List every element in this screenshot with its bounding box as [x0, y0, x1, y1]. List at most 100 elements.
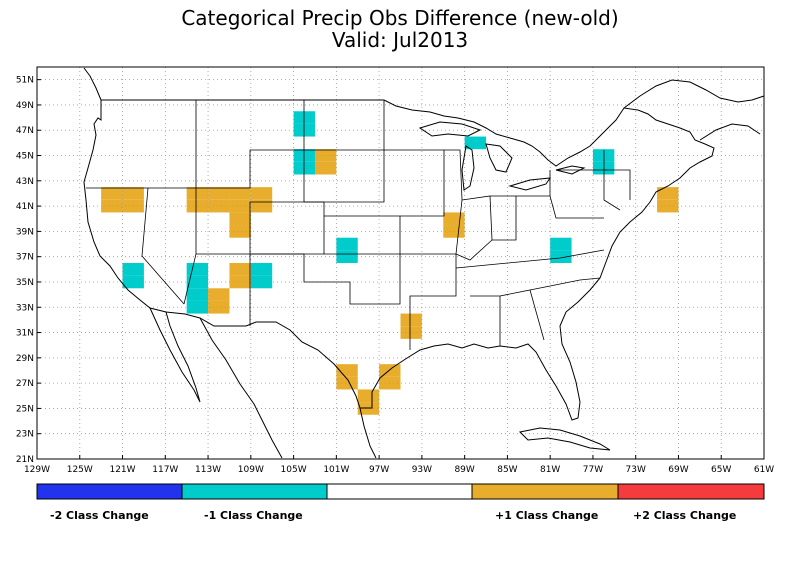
- legend-colorbar: [36, 483, 765, 500]
- grid-cell: [229, 263, 251, 276]
- lon-tick-label: 129W: [24, 465, 50, 475]
- legend-label-plus1: +1 Class Change: [495, 509, 598, 522]
- legend-swatch-minus1: [181, 483, 328, 500]
- grid-cell: [443, 212, 465, 226]
- mexico-coast: [199, 317, 283, 459]
- nova-scotia: [699, 123, 761, 141]
- state-line: [304, 100, 385, 151]
- lat-tick-label: 25N: [16, 404, 34, 414]
- state-line: [303, 150, 385, 203]
- grid-cell: [229, 187, 251, 200]
- legend-labels: -2 Class Change -1 Class Change +1 Class…: [50, 509, 736, 522]
- lat-tick-label: 27N: [16, 379, 34, 389]
- state-line: [444, 149, 463, 255]
- map-title: Categorical Precip Obs Difference (new-o…: [181, 6, 619, 30]
- legend-swatch-plus2: [617, 483, 765, 500]
- legend-swatch-plus1: [471, 483, 619, 500]
- grid-cell: [657, 187, 679, 200]
- lat-tick-label: 29N: [16, 354, 34, 364]
- gulf-coast-mexico: [359, 407, 377, 459]
- lon-tick-label: 93W: [412, 465, 432, 475]
- state-line: [384, 149, 445, 217]
- lat-tick-label: 31N: [16, 329, 34, 339]
- grid-cell: [379, 364, 401, 377]
- legend-swatch-minus2: [36, 483, 183, 500]
- grid-cell: [229, 275, 251, 289]
- lon-tick-label: 113W: [195, 465, 221, 475]
- cuba: [518, 427, 611, 451]
- lon-tick-label: 117W: [152, 465, 178, 475]
- legend-label-minus2: -2 Class Change: [50, 509, 149, 522]
- lake-michigan: [461, 145, 475, 191]
- state-line: [529, 277, 601, 291]
- legend-label-minus1: -1 Class Change: [204, 509, 303, 522]
- lon-tick-label: 105W: [281, 465, 307, 475]
- state-line: [470, 295, 501, 346]
- lat-tick-label: 43N: [16, 177, 34, 187]
- grid-cell: [250, 187, 273, 200]
- lon-tick-label: 65W: [711, 465, 731, 475]
- lon-tick-label: 97W: [369, 465, 389, 475]
- grid-cell: [314, 161, 337, 175]
- us-outline: [83, 67, 765, 459]
- lake-erie: [508, 177, 552, 191]
- grid-cell: [400, 326, 422, 339]
- graticule: [37, 67, 764, 459]
- lat-tick-label: 37N: [16, 253, 34, 263]
- lon-tick-label: 73W: [626, 465, 646, 475]
- grid-cell: [400, 313, 422, 327]
- grid-cell: [336, 237, 358, 251]
- lat-tick-label: 47N: [16, 126, 34, 136]
- lon-tick-label: 121W: [109, 465, 135, 475]
- lake-superior: [418, 121, 482, 137]
- grid-cell: [657, 199, 679, 213]
- lat-tick-label: 49N: [16, 101, 34, 111]
- grid-cell: [186, 288, 209, 301]
- state-line: [455, 249, 605, 269]
- lon-tick-label: 89W: [454, 465, 474, 475]
- state-line: [400, 253, 457, 350]
- state-line: [324, 215, 401, 255]
- legend-swatch-zero: [326, 483, 473, 500]
- grid-cell: [550, 237, 572, 251]
- grid-cell: [186, 187, 209, 200]
- state-line: [86, 100, 197, 189]
- map-subtitle: Valid: Jul2013: [331, 28, 469, 52]
- state-boundaries: [86, 100, 631, 350]
- lon-tick-label: 69W: [668, 465, 688, 475]
- pacific-coast-canada: [83, 67, 102, 101]
- lat-tick-label: 41N: [16, 202, 34, 212]
- lon-tick-label: 61W: [754, 465, 774, 475]
- grid-cell: [336, 364, 358, 377]
- grid-cell: [550, 250, 572, 263]
- state-line: [490, 195, 517, 241]
- baja-california: [149, 307, 201, 403]
- grid-cell: [229, 199, 251, 213]
- grid-cell: [186, 263, 209, 276]
- grid-cell: [122, 263, 144, 276]
- state-line: [141, 187, 185, 305]
- grid-cell: [208, 187, 230, 200]
- state-line: [556, 169, 631, 200]
- grid-cell: [357, 389, 380, 403]
- grid-cell: [229, 225, 251, 238]
- state-line: [196, 100, 305, 189]
- lat-tick-label: 23N: [16, 430, 34, 440]
- latitude-labels: 51N 49N 47N 45N 43N 41N 39N 37N 35N 33N 31N 29N 27N 2…: [16, 76, 41, 465]
- state-line: [250, 253, 401, 305]
- lon-tick-label: 109W: [238, 465, 264, 475]
- lat-tick-label: 35N: [16, 278, 34, 288]
- state-line: [516, 195, 604, 219]
- canada-coast: [623, 79, 765, 109]
- lon-tick-label: 81W: [540, 465, 560, 475]
- lat-tick-label: 51N: [16, 76, 34, 86]
- grid-cell: [101, 199, 123, 213]
- lake-ontario: [555, 165, 586, 175]
- legend-label-plus2: +2 Class Change: [633, 509, 736, 522]
- lon-tick-label: 85W: [497, 465, 517, 475]
- map-frame: [36, 66, 765, 460]
- grid-cell: [336, 250, 358, 263]
- lat-tick-label: 21N: [16, 455, 34, 465]
- lon-tick-label: 101W: [323, 465, 349, 475]
